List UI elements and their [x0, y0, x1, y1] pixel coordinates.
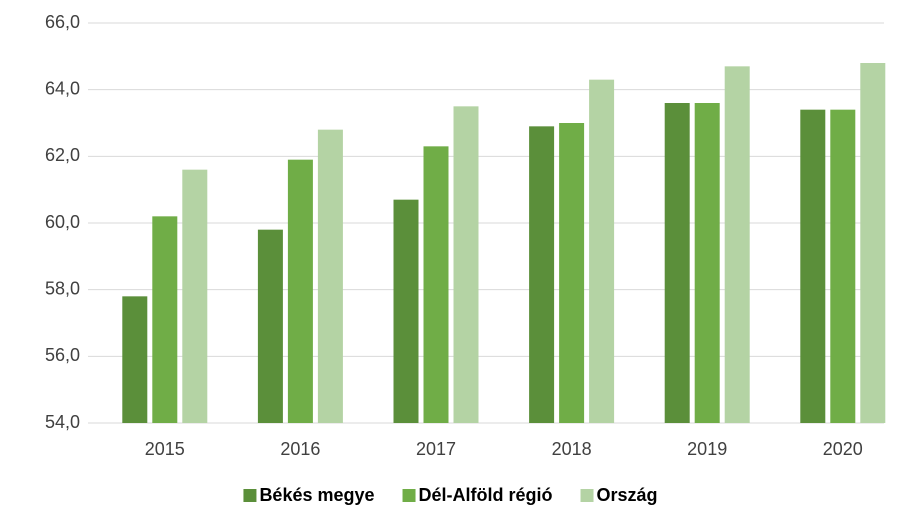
x-tick-label: 2015 — [145, 439, 185, 459]
bar — [453, 106, 479, 423]
bar — [529, 126, 555, 423]
bar — [122, 296, 148, 423]
bar — [589, 79, 615, 424]
legend-label: Ország — [597, 485, 658, 505]
bar — [182, 169, 208, 423]
legend-label: Békés megye — [259, 485, 374, 505]
legend-swatch — [243, 489, 257, 502]
y-tick-label: 60,0 — [45, 212, 80, 232]
bar — [393, 199, 419, 423]
x-tick-label: 2020 — [823, 439, 863, 459]
bar — [860, 63, 886, 423]
y-tick-label: 56,0 — [45, 345, 80, 365]
bar — [317, 129, 343, 423]
x-tick-label: 2017 — [416, 439, 456, 459]
y-tick-label: 58,0 — [45, 278, 80, 298]
y-tick-label: 64,0 — [45, 78, 80, 98]
x-tick-label: 2019 — [687, 439, 727, 459]
x-tick-label: 2016 — [280, 439, 320, 459]
bar — [800, 109, 826, 424]
bar — [694, 103, 720, 423]
bar — [257, 229, 283, 423]
legend-label: Dél-Alföld régió — [419, 485, 553, 505]
bar — [287, 159, 313, 423]
bar — [724, 66, 750, 423]
y-tick-label: 62,0 — [45, 145, 80, 165]
bar — [559, 123, 585, 423]
bar — [664, 103, 690, 423]
y-tick-label: 66,0 — [45, 12, 80, 32]
bar — [423, 146, 449, 424]
bar — [152, 216, 178, 423]
legend-swatch — [402, 489, 416, 502]
legend-swatch — [580, 489, 594, 502]
y-tick-label: 54,0 — [45, 412, 80, 432]
bar — [830, 109, 856, 424]
x-tick-label: 2018 — [552, 439, 592, 459]
